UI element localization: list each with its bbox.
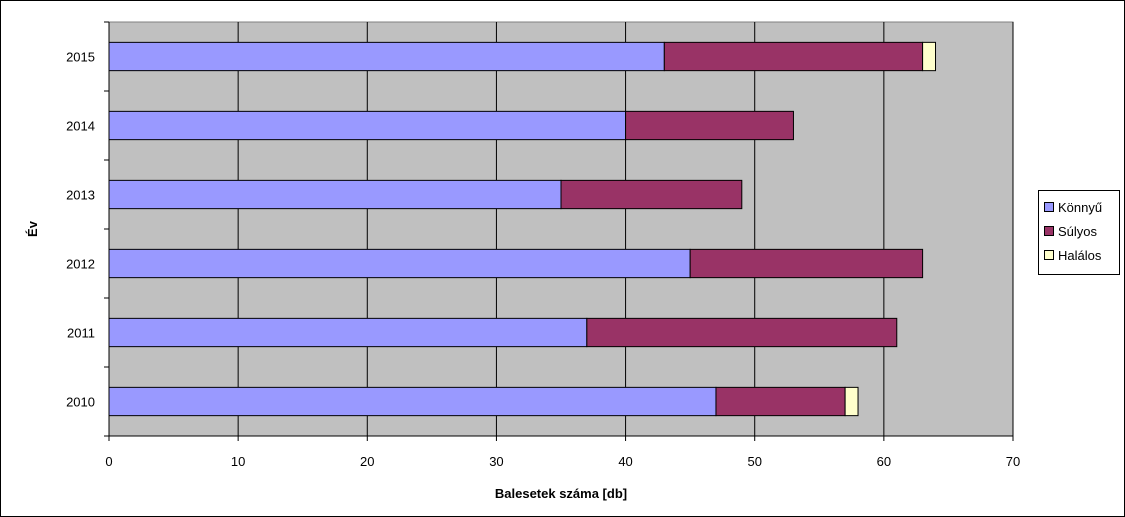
bar-2013-series-0 [108,179,562,210]
legend-item-konnyu: Könnyű [1044,195,1119,219]
y-tick-labels: 2010 2011 2012 2013 2014 2015 [66,50,95,410]
legend-item-sulyos: Súlyos [1044,219,1119,243]
legend-label-halalos: Halálos [1058,247,1102,263]
bar-2011-series-1 [586,317,898,348]
bar-2010-series-0 [108,386,717,417]
bar-2012-series-1 [689,248,924,279]
y-tick-label-2014: 2014 [66,119,95,134]
legend: Könnyű Súlyos Halálos [1038,190,1120,275]
gridlines [237,22,1014,436]
y-tick-label-2010: 2010 [66,395,95,410]
legend-label-sulyos: Súlyos [1058,223,1098,239]
x-tick-label-70: 70 [1006,454,1020,469]
x-tick-label-30: 30 [489,454,503,469]
plot-area [108,21,1014,437]
bar-2014-series-1 [625,110,794,141]
y-tick-label-2013: 2013 [66,188,95,203]
legend-swatch-konnyu [1044,202,1054,212]
x-tick-label-40: 40 [618,454,632,469]
legend-label-konnyu: Könnyű [1058,199,1103,215]
x-tick-label-50: 50 [747,454,761,469]
axes [104,21,1014,441]
bar-2013-series-1 [560,179,743,210]
bar-2015-series-1 [663,41,924,72]
y-tick-label-2015: 2015 [66,50,95,65]
bar-2014-series-0 [108,110,627,141]
x-tick-label-10: 10 [231,454,245,469]
x-tick-label-20: 20 [360,454,374,469]
legend-swatch-sulyos [1044,226,1054,236]
y-tick-label-2011: 2011 [67,326,95,341]
y-axis-title: Év [25,220,40,237]
x-axis-title: Balesetek száma [db] [495,486,627,501]
bar-2010-series-1 [715,386,846,417]
bar-2010-series-2 [844,386,859,417]
bar-2012-series-0 [108,248,691,279]
bar-2015-series-0 [108,41,665,72]
x-tick-label-0: 0 [105,454,112,469]
legend-item-halalos: Halálos [1044,243,1119,267]
y-tick-label-2012: 2012 [66,257,95,272]
bars [108,41,937,417]
bar-2015-series-2 [922,41,937,72]
legend-swatch-halalos [1044,250,1054,260]
x-tick-labels: 0 10 20 30 40 50 60 70 [105,454,1020,469]
bar-2011-series-0 [108,317,588,348]
x-tick-label-60: 60 [877,454,891,469]
